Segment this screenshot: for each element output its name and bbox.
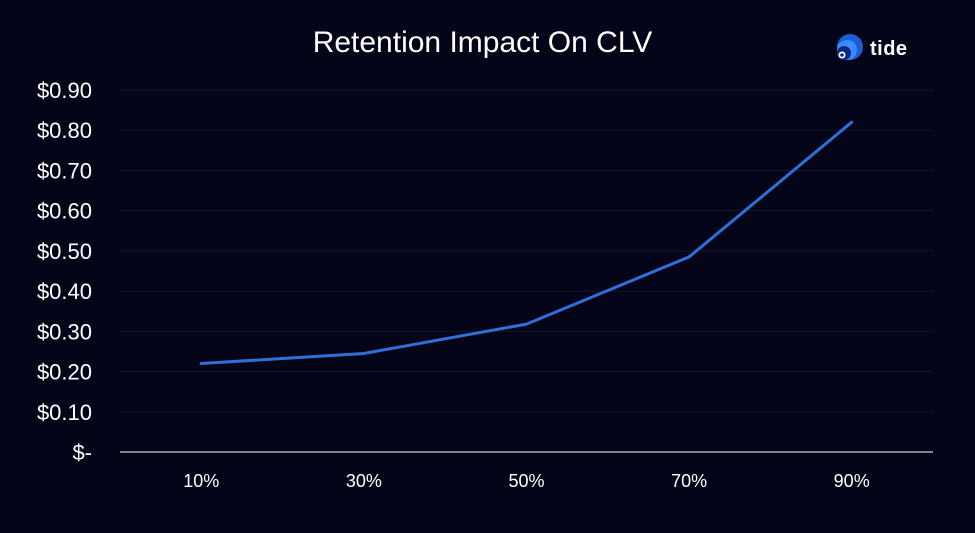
brand-logo: tide <box>832 33 908 65</box>
y-tick-label: $- <box>72 440 92 465</box>
x-axis: 10% 30% 50% 70% 90% <box>120 451 933 491</box>
y-tick-label: $0.20 <box>37 360 92 385</box>
chart-title: Retention Impact On CLV <box>312 26 653 59</box>
brand-name: tide <box>870 37 908 60</box>
x-tick-label: 50% <box>508 471 544 491</box>
series-layer <box>199 120 854 366</box>
series-line <box>199 120 854 366</box>
tide-logo-icon <box>837 34 863 60</box>
y-tick-label: $0.90 <box>37 78 92 103</box>
x-tick-label: 10% <box>183 471 219 491</box>
x-tick-label: 90% <box>834 471 870 491</box>
gridlines <box>120 89 933 413</box>
y-tick-label: $0.50 <box>37 239 92 264</box>
y-tick-label: $0.70 <box>37 158 92 183</box>
y-tick-label: $0.60 <box>37 199 92 224</box>
x-tick-label: 70% <box>671 471 707 491</box>
y-tick-label: $0.10 <box>37 400 92 425</box>
y-tick-label: $0.40 <box>37 279 92 304</box>
x-tick-label: 30% <box>346 471 382 491</box>
y-tick-label: $0.30 <box>37 319 92 344</box>
y-tick-label: $0.80 <box>37 118 92 143</box>
y-axis: $- $0.10 $0.20 $0.30 $0.40 $0.50 $0.60 $0.70 $0.… <box>37 78 92 465</box>
